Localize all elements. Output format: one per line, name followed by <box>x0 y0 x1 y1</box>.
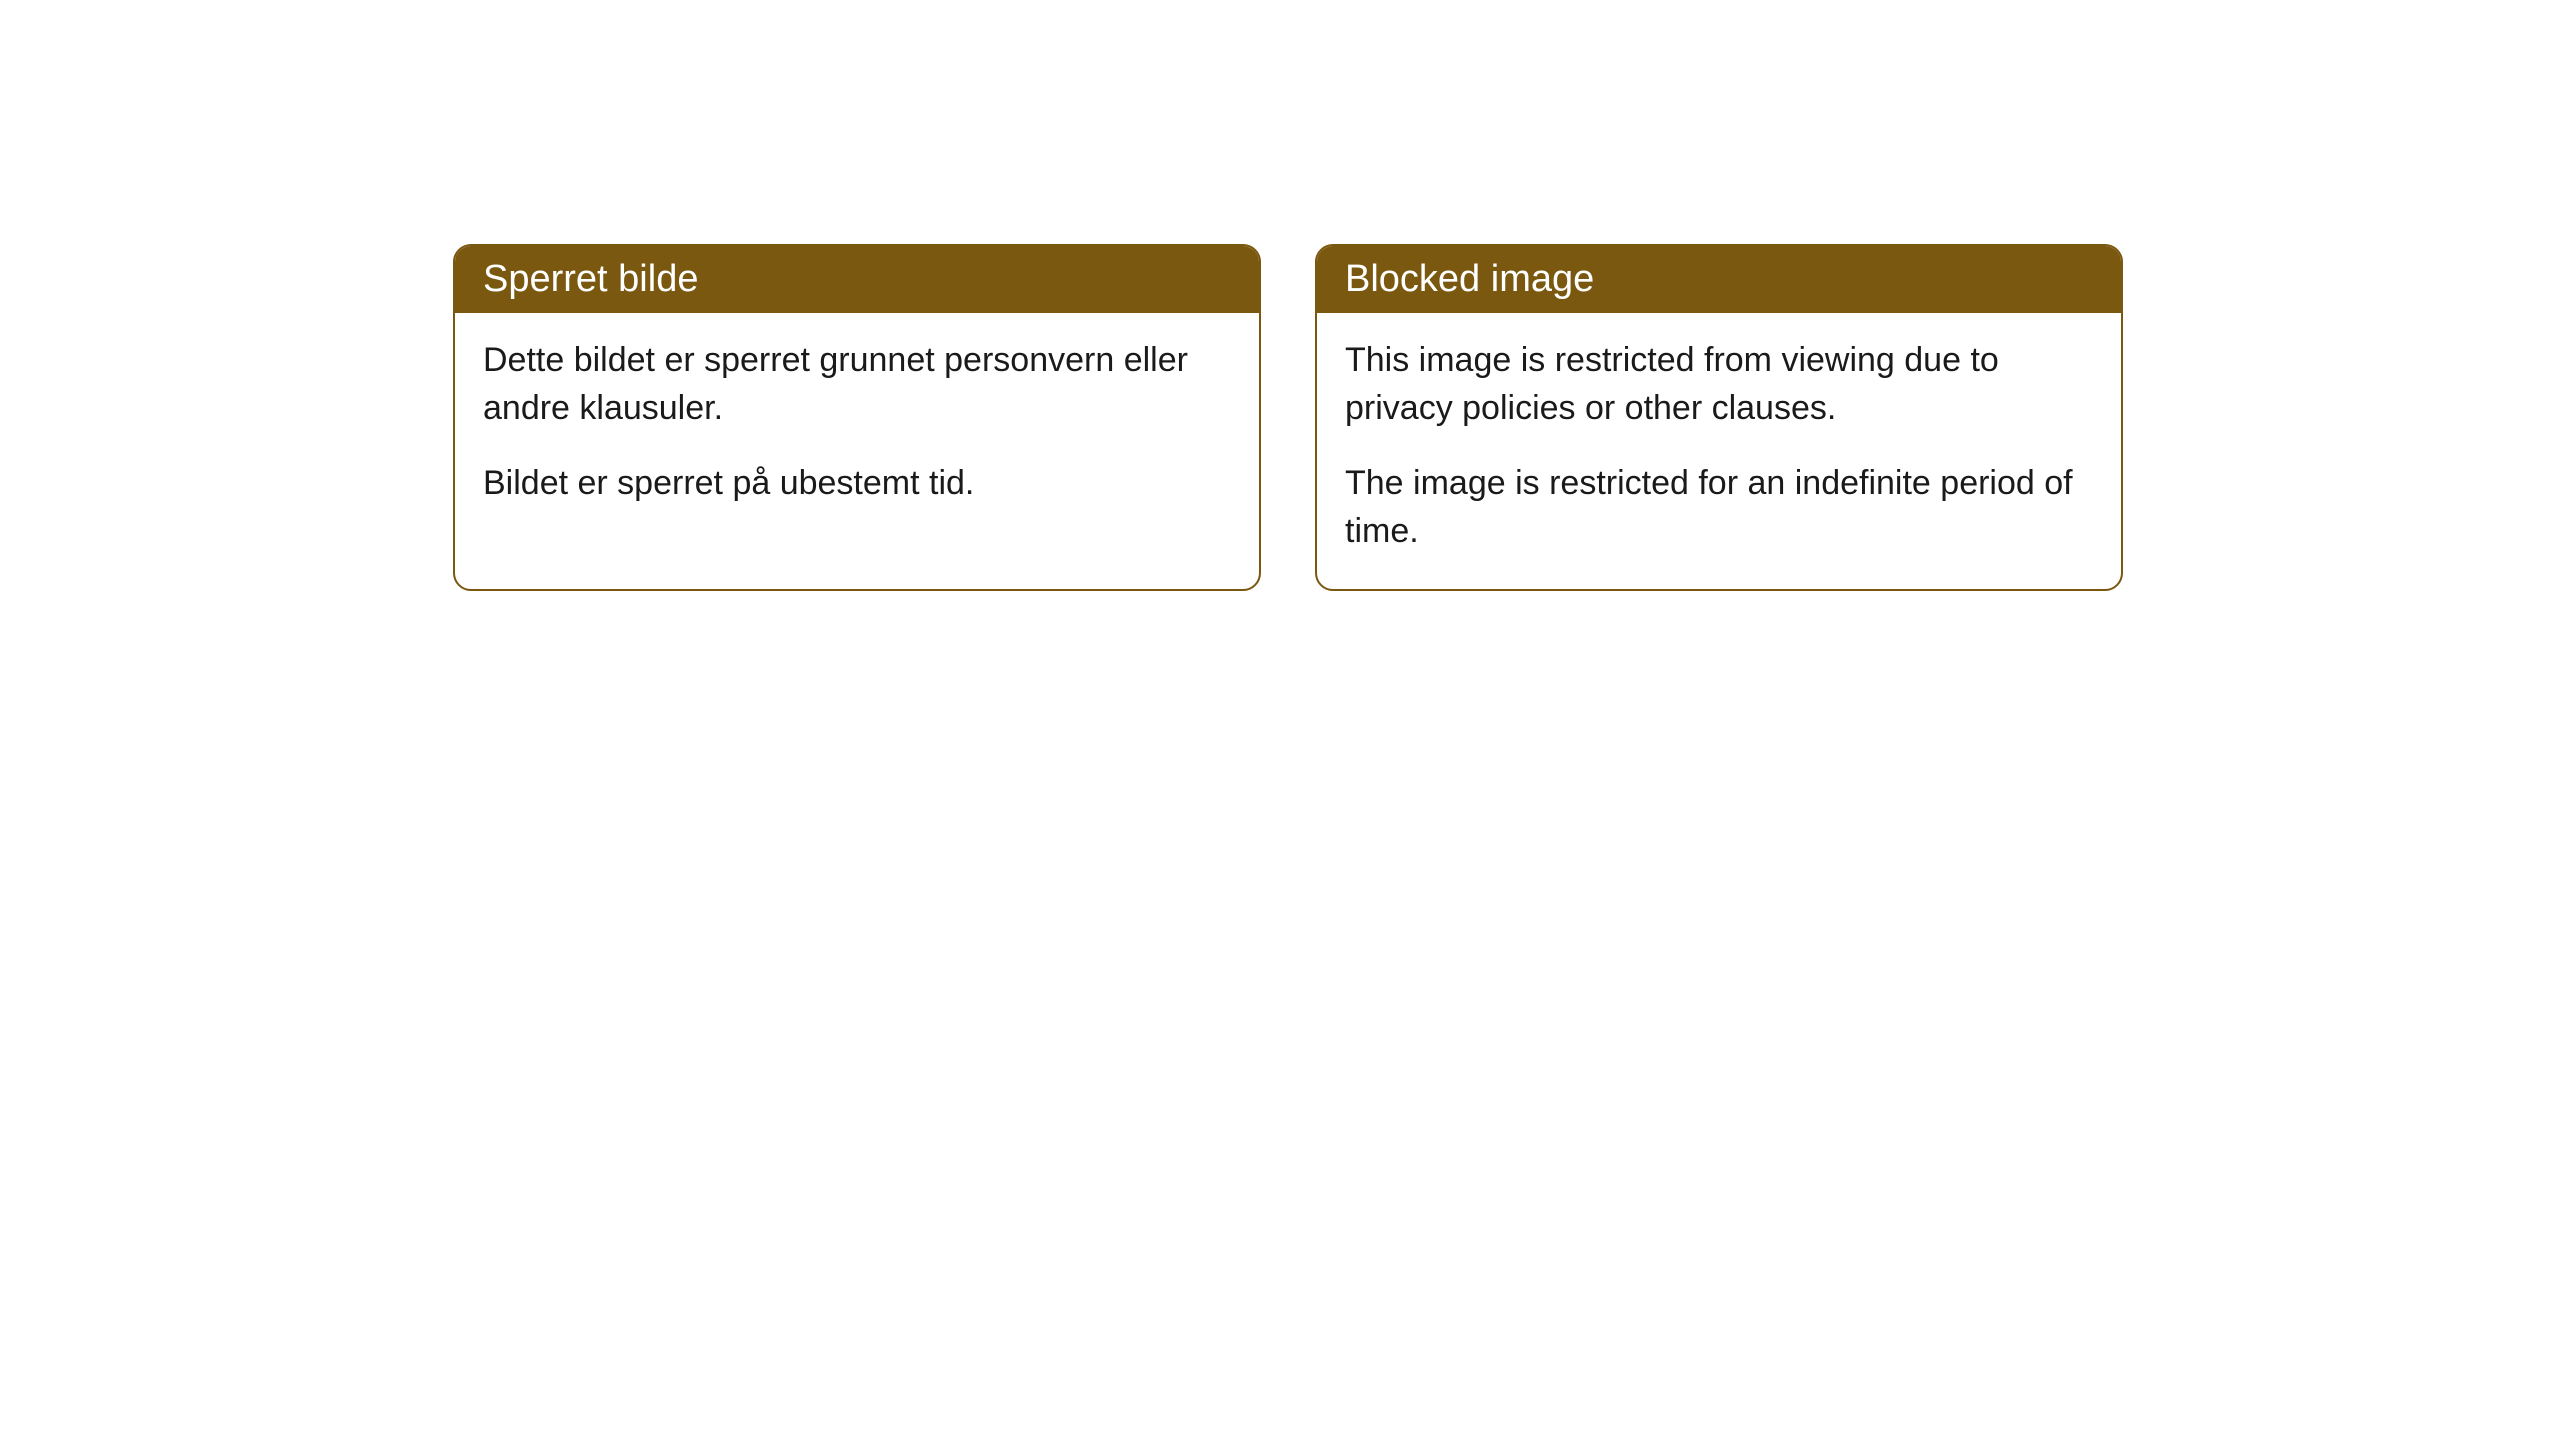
card-title: Blocked image <box>1345 258 1594 300</box>
card-body: Dette bildet er sperret grunnet personve… <box>455 313 1259 542</box>
notice-cards-container: Sperret bilde Dette bildet er sperret gr… <box>453 244 2123 591</box>
notice-card-english: Blocked image This image is restricted f… <box>1315 244 2123 591</box>
card-paragraph-2: The image is restricted for an indefinit… <box>1345 460 2093 555</box>
card-header: Blocked image <box>1317 246 2121 313</box>
card-title: Sperret bilde <box>483 258 698 300</box>
notice-card-norwegian: Sperret bilde Dette bildet er sperret gr… <box>453 244 1261 591</box>
card-paragraph-1: This image is restricted from viewing du… <box>1345 337 2093 432</box>
card-body: This image is restricted from viewing du… <box>1317 313 2121 589</box>
card-header: Sperret bilde <box>455 246 1259 313</box>
card-paragraph-2: Bildet er sperret på ubestemt tid. <box>483 460 1231 508</box>
card-paragraph-1: Dette bildet er sperret grunnet personve… <box>483 337 1231 432</box>
